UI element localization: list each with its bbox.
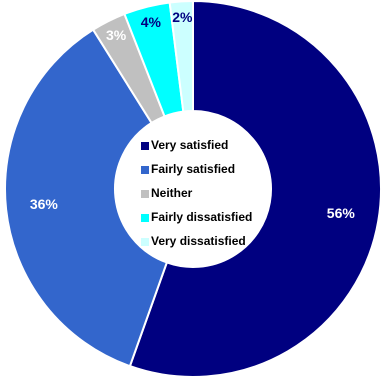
legend-label-fairly-satisfied: Fairly satisfied <box>151 162 235 176</box>
legend-swatch-very-dissatisfied <box>141 238 149 246</box>
chart-slice-labels: 56% 36% 3% 4% 2% <box>30 9 355 221</box>
legend-swatch-neither <box>141 190 149 198</box>
legend-label-very-satisfied: Very satisfied <box>151 138 228 152</box>
slice-label-neither: 3% <box>106 27 127 43</box>
slice-very-dissatisfied <box>168 0 194 113</box>
legend-swatch-very-satisfied <box>141 142 149 150</box>
legend-swatch-fairly-dissatisfied <box>141 214 149 222</box>
legend-swatch-fairly-satisfied <box>141 166 149 174</box>
slice-label-very-dissatisfied: 2% <box>172 9 193 25</box>
chart-legend: Very satisfied Fairly satisfied Neither Fai… <box>141 138 252 248</box>
slice-label-very-satisfied: 56% <box>327 205 356 221</box>
slice-fairly-satisfied <box>4 28 169 368</box>
legend-label-very-dissatisfied: Very dissatisfied <box>151 234 246 248</box>
legend-label-neither: Neither <box>151 186 193 200</box>
slice-label-fairly-dissatisfied: 4% <box>141 14 162 30</box>
chart-slices <box>4 0 382 378</box>
slice-label-fairly-satisfied: 36% <box>30 196 59 212</box>
slice-very-satisfied <box>128 0 382 378</box>
legend-label-fairly-dissatisfied: Fairly dissatisfied <box>151 210 252 224</box>
